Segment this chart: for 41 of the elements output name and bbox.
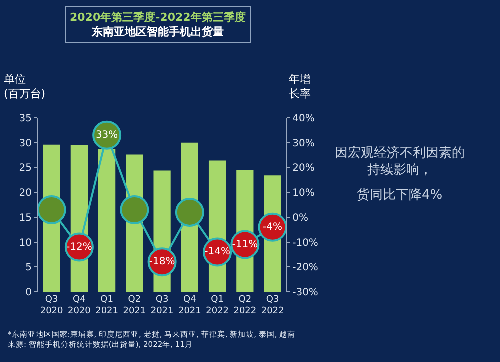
x-tick-label: Q4 2021	[178, 295, 202, 317]
y2-tick-label: 20%	[292, 163, 315, 174]
point	[175, 198, 204, 227]
y-tick-label: 20	[19, 188, 32, 200]
x-tick-label: Q2 2022	[234, 295, 257, 317]
y-tick-label: 15	[19, 212, 32, 224]
point	[120, 195, 150, 224]
y-tick-label: 25	[19, 163, 32, 174]
data-label: 33%	[96, 130, 118, 141]
y-tick-label: 30	[19, 138, 32, 150]
y2-tick-label: -10%	[292, 238, 318, 249]
y-axis-title: 单位 (百万台)	[4, 73, 46, 100]
y2-tick-label: 30%	[292, 138, 315, 150]
y2-tick-label: 40%	[292, 114, 315, 124]
x-tick-label: Q1 2022	[206, 295, 229, 317]
chart-subtitle: 东南亚地区智能手机出货量	[90, 25, 224, 38]
data-label: -11%	[232, 239, 258, 250]
data-label: -12%	[66, 242, 92, 253]
y2-axis-title: 年增长率	[289, 73, 311, 100]
y2-tick-label: -30%	[292, 288, 318, 298]
y2-tick-label: 0%	[292, 212, 308, 224]
y-tick-label: 0	[26, 288, 32, 298]
x-tick-label: Q3 2021	[150, 295, 174, 317]
point	[37, 195, 66, 224]
y-tick-label: 5	[26, 262, 32, 274]
data-label: -14%	[204, 246, 230, 258]
y2-tick-label: -20%	[292, 262, 318, 274]
x-tick-label: Q1 2021	[96, 295, 119, 317]
chart-title: 2020年第三季度-2022年第三季度	[70, 11, 246, 24]
data-label: -18%	[149, 256, 176, 268]
x-tick-label: Q4 2020	[68, 295, 92, 317]
text: 因宏观经济不利因素的持续影响，	[335, 145, 465, 178]
x-tick-label: Q3 2020	[40, 295, 64, 317]
x-tick-label: Q2 2021	[123, 295, 146, 317]
text: 货同比下降4%	[357, 188, 443, 203]
y2-tick-label: 10%	[292, 188, 315, 200]
y-tick-label: 35	[19, 114, 32, 124]
x-tick-label: Q3 2022	[261, 295, 284, 317]
bar	[98, 149, 116, 292]
y-tick-label: 10	[19, 238, 32, 249]
data-label: -4%	[263, 222, 283, 233]
